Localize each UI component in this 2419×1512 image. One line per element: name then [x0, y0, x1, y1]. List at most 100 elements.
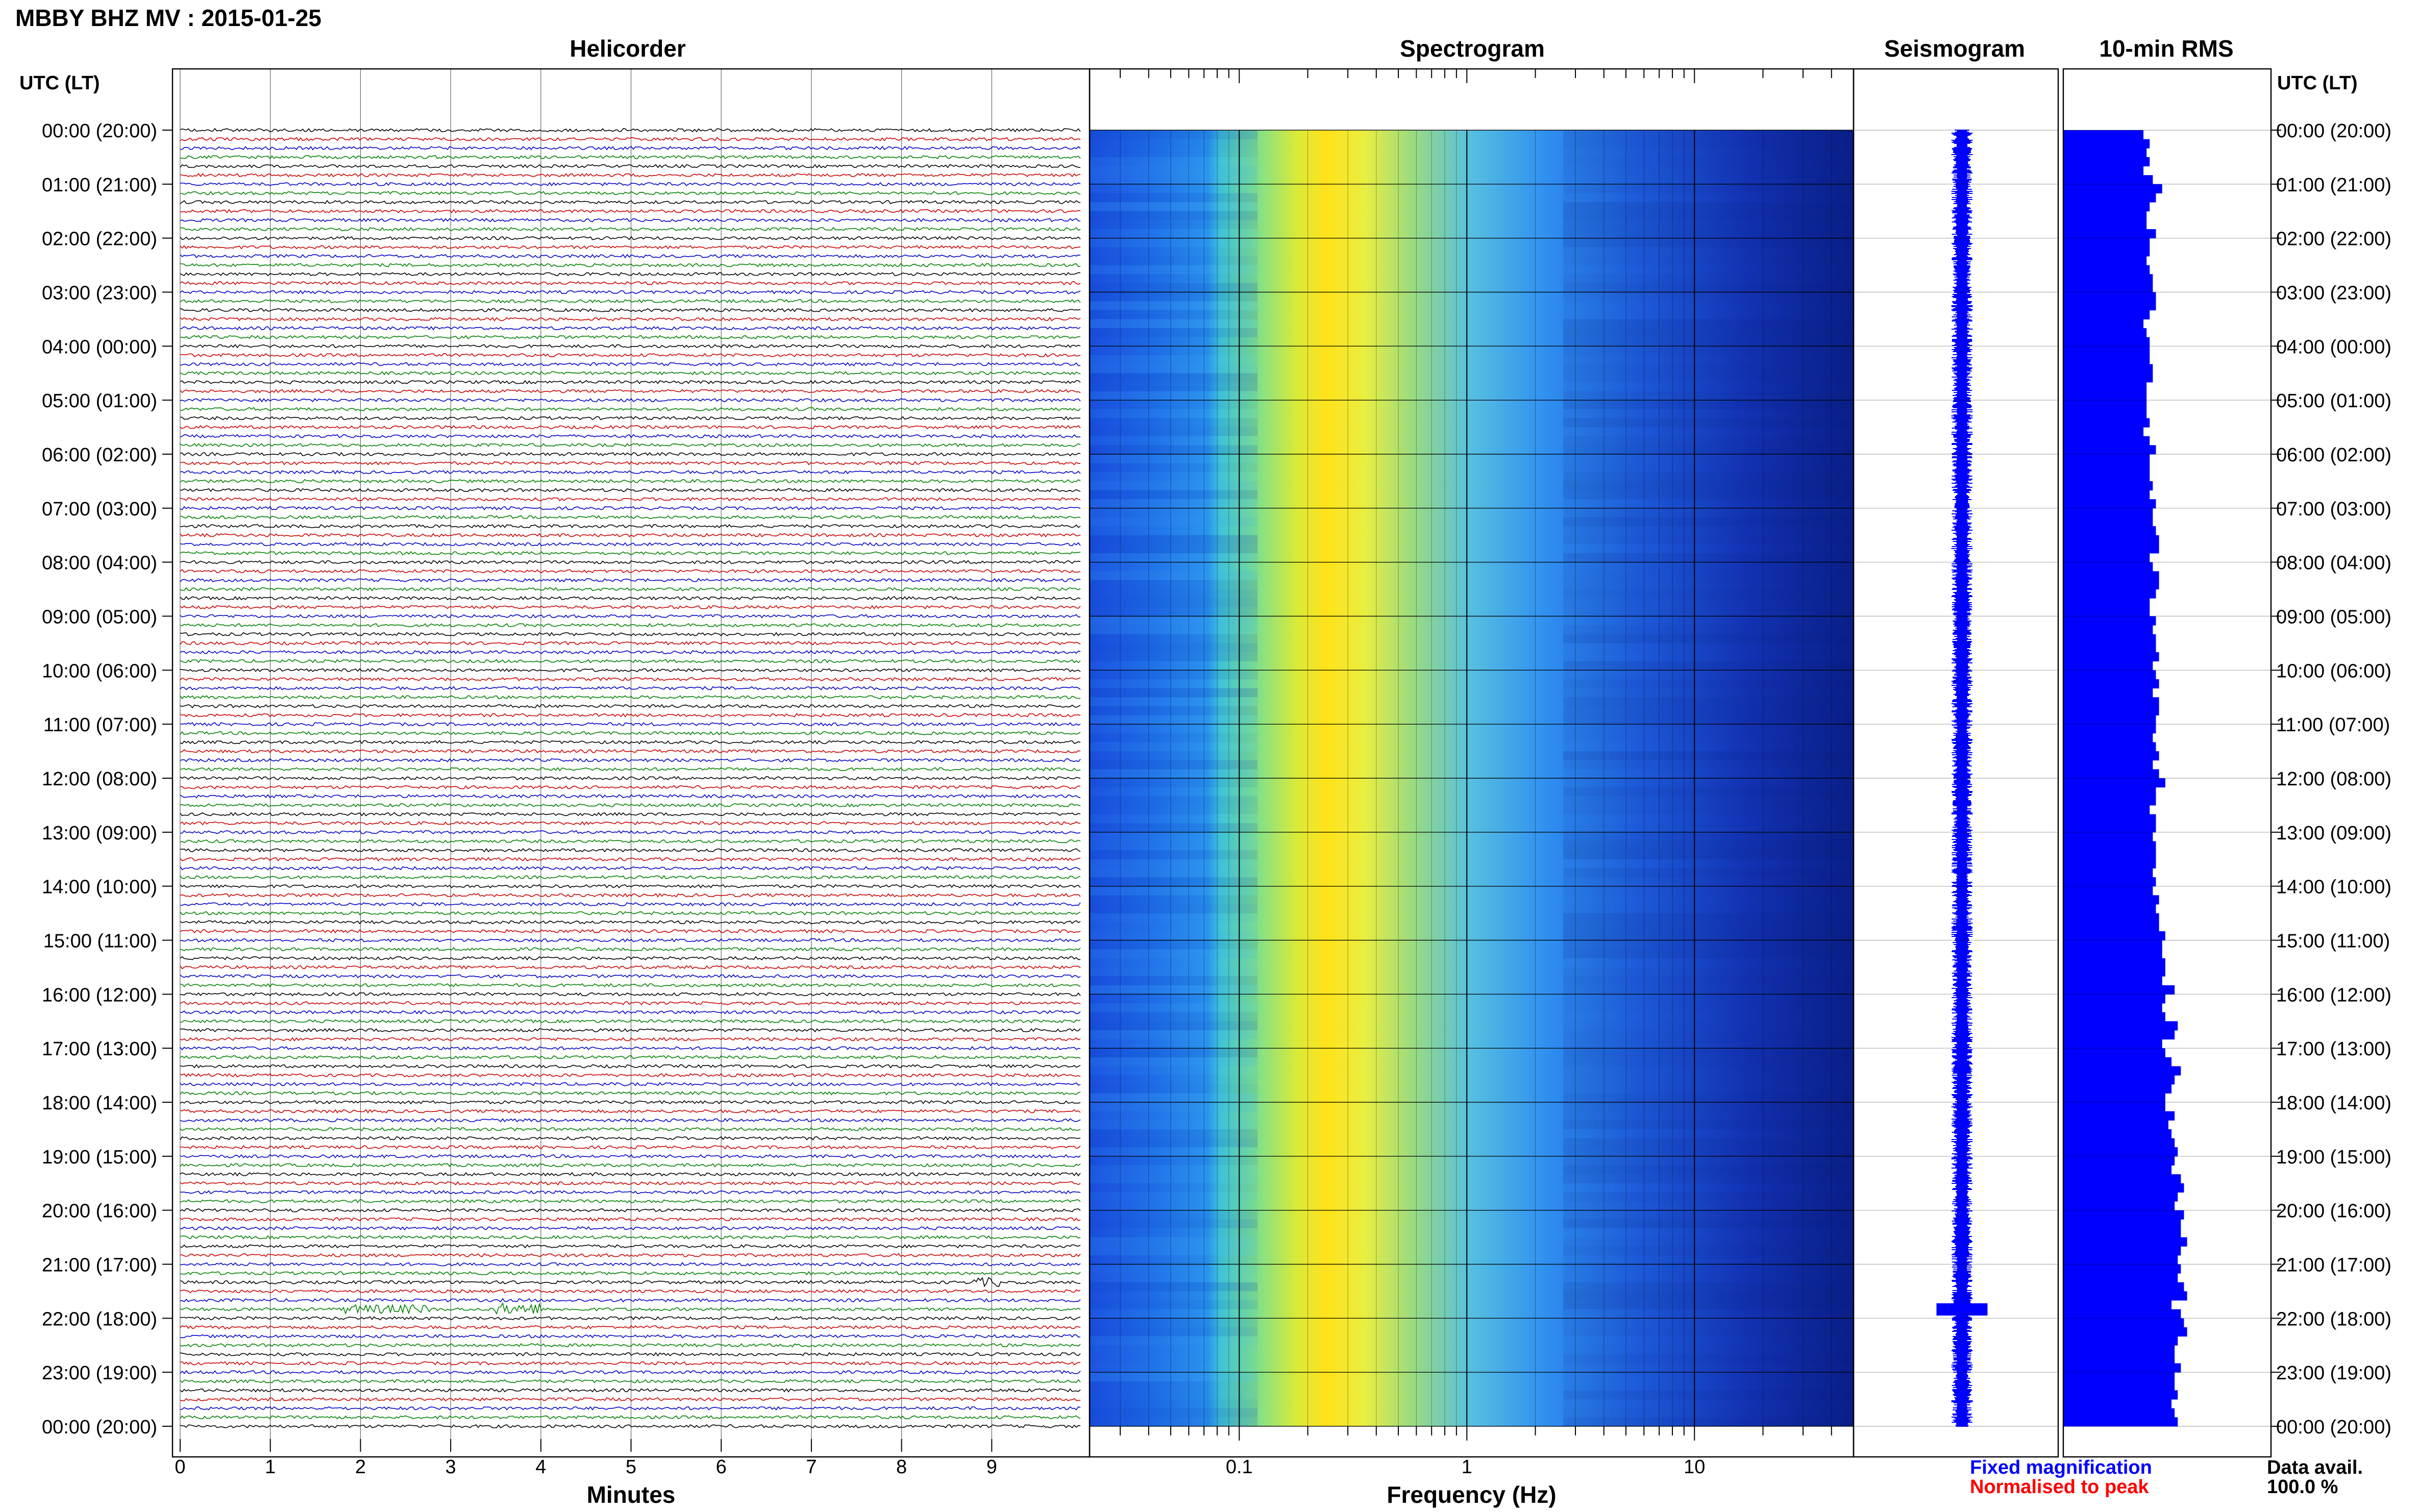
spectrogram-row [1563, 859, 1854, 869]
spectrogram-row [1090, 229, 1258, 238]
helicorder-trace [180, 947, 1081, 952]
helicorder-trace [180, 290, 1081, 294]
spectrogram-row [1563, 1354, 1854, 1364]
helicorder-trace [180, 1019, 1081, 1024]
helicorder-trace [180, 938, 1081, 943]
spectrogram-row [1090, 283, 1258, 292]
helicorder-trace [180, 497, 1081, 502]
spectrogram-row [1563, 346, 1854, 355]
spectrogram-row [1090, 922, 1258, 931]
spectrogram-row [1563, 1255, 1854, 1265]
rms-bar [2063, 1318, 2184, 1328]
spectrogram-row [1563, 1291, 1854, 1301]
rms-panel [2063, 130, 2187, 1427]
hour-label-left: 21:00 (17:00) [42, 1255, 157, 1276]
spectrogram-row [1090, 553, 1258, 562]
helicorder-trace [180, 875, 1081, 880]
rms-bar [2063, 922, 2159, 932]
spectrogram-row [1090, 913, 1258, 923]
spectrogram-row [1563, 715, 1854, 725]
helicorder-trace [180, 866, 1081, 871]
helicorder-trace [180, 371, 1081, 376]
helicorder-trace [180, 1334, 1081, 1339]
spectrogram-row [1090, 1147, 1258, 1156]
helicorder-trace [180, 1262, 1081, 1267]
hour-label-right: 04:00 (00:00) [2276, 336, 2391, 358]
rms-bar [2063, 1390, 2178, 1400]
hour-label-left: 22:00 (18:00) [42, 1308, 157, 1330]
spectrogram-row [1090, 1309, 1258, 1319]
spectrogram-row [1563, 967, 1854, 977]
helicorder-trace [180, 1388, 1081, 1393]
spectrogram-row [1090, 193, 1258, 203]
spectrogram-row [1090, 886, 1258, 896]
spectrogram-row [1090, 751, 1258, 760]
rms-bar [2063, 265, 2150, 275]
spectrogram-row [1563, 517, 1854, 527]
helicorder-trace [180, 1163, 1081, 1168]
spectrogram-row [1090, 508, 1258, 517]
rms-bar [2063, 832, 2153, 841]
spectrogram-row [1090, 958, 1258, 968]
spectrogram-row [1563, 1201, 1854, 1210]
helicorder-trace [180, 668, 1081, 673]
helicorder-trace [180, 308, 1081, 313]
helicorder-trace [180, 479, 1081, 484]
rms-bar [2063, 697, 2159, 707]
spectrogram-row [1563, 202, 1854, 211]
helicorder-trace [180, 1028, 1081, 1033]
rms-bar [2063, 1273, 2178, 1283]
spectrogram-row [1090, 1336, 1258, 1346]
spectrogram-row [1090, 1201, 1258, 1210]
helicorder-trace [180, 299, 1081, 304]
rms-bar [2063, 661, 2153, 671]
spectrogram-row [1563, 499, 1854, 508]
rms-bar [2063, 1075, 2175, 1085]
rms-bar [2063, 985, 2175, 995]
helicorder-trace [180, 767, 1081, 772]
helicorder-trace [180, 1415, 1081, 1420]
helicorder-trace [180, 578, 1081, 583]
spectrogram-row [1563, 733, 1854, 742]
spectrogram-row [1563, 1381, 1854, 1391]
helicorder-trace [180, 893, 1081, 898]
spectrogram-row [1090, 1075, 1258, 1084]
helicorder-trace [180, 1298, 1081, 1303]
spectrogram-row [1090, 1237, 1258, 1247]
spectrogram-row [1563, 958, 1854, 968]
spectrogram-row [1563, 850, 1854, 859]
spectrogram-row [1090, 481, 1258, 490]
helicorder-trace [180, 677, 1081, 682]
rms-bar [2063, 328, 2147, 338]
helicorder-trace [180, 1118, 1081, 1123]
spectrogram-row [1563, 625, 1854, 634]
helicorder-trace [180, 407, 1081, 411]
rms-bar [2063, 859, 2156, 869]
spectrogram-row [1090, 517, 1258, 527]
spectrogram-row [1090, 1102, 1258, 1111]
helicorder-trace [180, 686, 1081, 690]
spectrogram-row [1563, 409, 1854, 418]
spectrogram-row [1563, 508, 1854, 517]
rms-bar [2063, 463, 2150, 473]
hour-label-left: 07:00 (03:00) [42, 499, 157, 520]
rms-bar [2063, 319, 2144, 329]
spectrogram-row [1090, 1318, 1258, 1327]
spectrogram-row [1090, 1039, 1258, 1049]
spectrogram-row [1090, 139, 1258, 148]
helicorder-trace [180, 389, 1081, 393]
spectrogram-row [1563, 1030, 1854, 1039]
rms-bar [2063, 274, 2153, 284]
rms-bar [2063, 166, 2144, 176]
helicorder-trace [180, 452, 1081, 457]
rms-bar [2063, 778, 2165, 788]
rms-bar [2063, 769, 2159, 779]
spectrogram-row [1090, 616, 1258, 626]
rms-bar [2063, 1210, 2184, 1220]
helicorder-trace [180, 560, 1081, 564]
spectrogram-row [1563, 652, 1854, 661]
rms-bar [2063, 1264, 2181, 1274]
spectrogram-row [1090, 1156, 1258, 1166]
helicorder-trace [180, 533, 1081, 538]
